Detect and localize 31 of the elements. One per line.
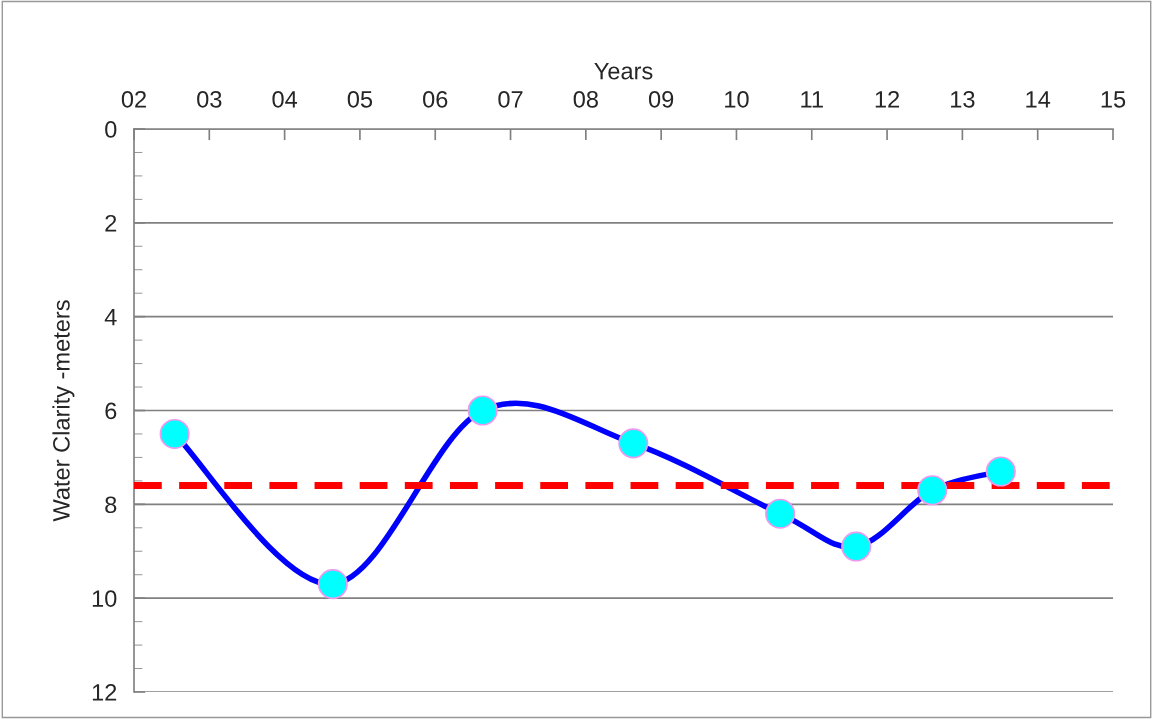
x-tick-label: 15 (1101, 91, 1126, 108)
point (917, 475, 948, 506)
y-tick-label: 0 (105, 121, 117, 138)
y-tick-label: 10 (92, 590, 117, 607)
y-tick-label: 2 (105, 214, 117, 232)
x-tick-label: 10 (725, 90, 749, 108)
point (467, 395, 498, 426)
x-axis-title: Years (594, 62, 653, 80)
y-tick-label: 12 (92, 684, 117, 701)
y-tick-label: 4 (104, 308, 117, 326)
y-tick-label: 8 (105, 496, 117, 514)
y-axis-title: Water Clarity -meters (52, 300, 75, 522)
point (618, 428, 649, 459)
x-tick-label: 11 (801, 91, 823, 108)
x-tick-label: 13 (951, 90, 975, 108)
x-tick-label: 07 (498, 90, 523, 108)
x-tick-label: 06 (423, 90, 448, 108)
y-tick-label: 6 (105, 402, 117, 420)
point (317, 569, 348, 600)
x-tick-label: 03 (197, 90, 222, 108)
point (159, 418, 190, 450)
point (985, 456, 1016, 487)
x-tick-label: 12 (875, 90, 900, 108)
x-tick-label: 14 (1026, 91, 1051, 108)
x-tick-label: 02 (121, 90, 146, 108)
x-tick-label: 09 (648, 90, 674, 108)
x-tick-label: 08 (573, 90, 598, 108)
x-tick-label: 04 (272, 90, 298, 108)
point (841, 531, 872, 562)
point (765, 498, 796, 529)
x-tick-label: 05 (347, 90, 373, 108)
